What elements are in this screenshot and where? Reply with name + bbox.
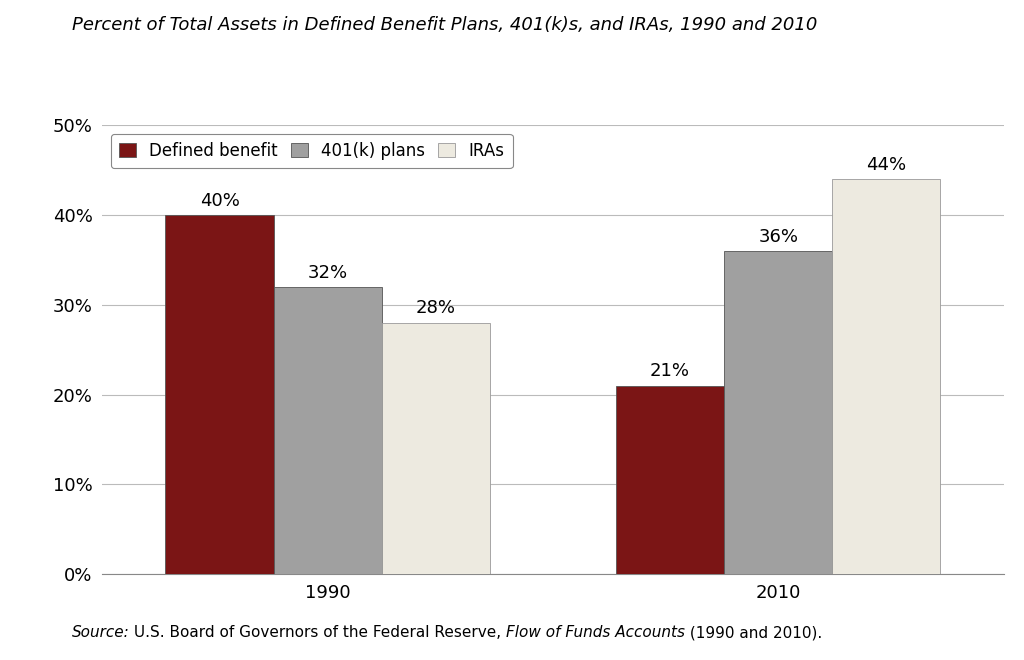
Text: 44%: 44% (866, 156, 906, 174)
Text: Percent of Total Assets in Defined Benefit Plans, 401(k)s, and IRAs, 1990 and 20: Percent of Total Assets in Defined Benef… (72, 16, 817, 34)
Text: Flow of Funds Accounts: Flow of Funds Accounts (507, 625, 685, 640)
Bar (382, 323, 489, 574)
Text: 28%: 28% (416, 300, 456, 317)
Bar (833, 180, 940, 574)
Text: (1990 and 2010).: (1990 and 2010). (685, 625, 822, 640)
Text: U.S. Board of Governors of the Federal Reserve,: U.S. Board of Governors of the Federal R… (129, 625, 507, 640)
Text: 36%: 36% (758, 228, 799, 246)
Bar (724, 251, 833, 574)
Legend: Defined benefit, 401(k) plans, IRAs: Defined benefit, 401(k) plans, IRAs (111, 134, 513, 168)
Bar (273, 287, 382, 574)
Bar (616, 385, 724, 574)
Text: 40%: 40% (200, 192, 240, 210)
Text: 32%: 32% (307, 263, 348, 282)
Text: Source:: Source: (72, 625, 129, 640)
Text: 21%: 21% (650, 362, 690, 380)
Bar (166, 215, 273, 574)
